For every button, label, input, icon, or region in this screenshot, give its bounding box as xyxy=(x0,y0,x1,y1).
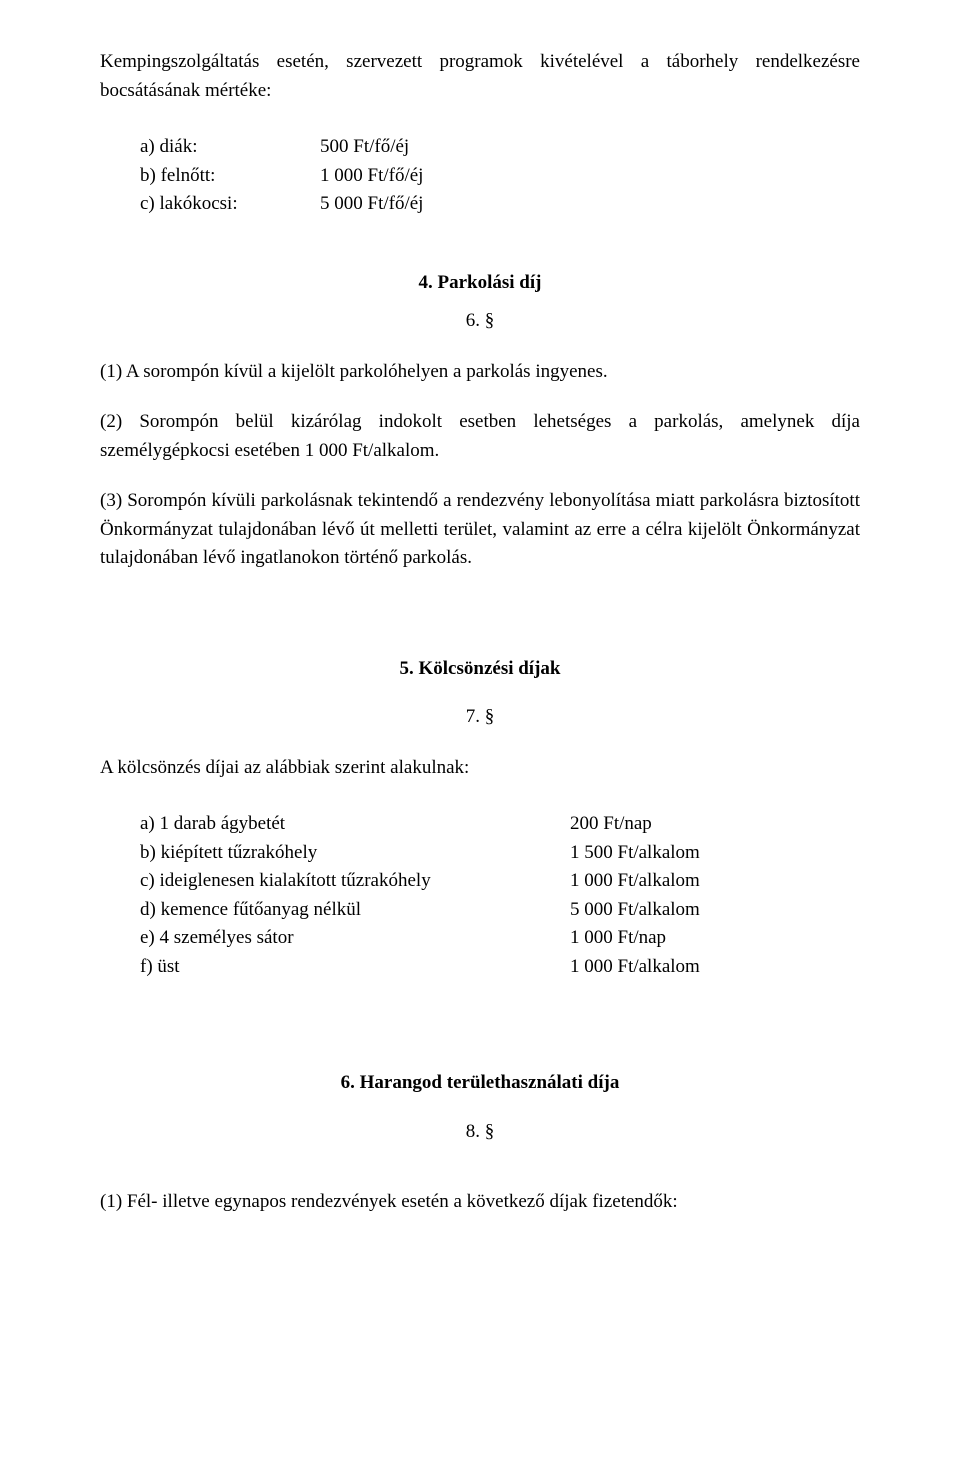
section-6-title: 6. Harangod területhasználati díja xyxy=(100,1069,860,1098)
rental-value: 1 500 Ft/alkalom xyxy=(570,839,860,868)
section-4-para-3: (3) Sorompón kívüli parkolásnak tekinten… xyxy=(100,487,860,573)
rental-row: f) üst 1 000 Ft/alkalom xyxy=(100,953,860,982)
section-4-para-2: (2) Sorompón belül kizárólag indokolt es… xyxy=(100,408,860,465)
section-5-lead: A kölcsönzés díjai az alábbiak szerint a… xyxy=(100,754,860,783)
rental-row: b) kiépített tűzrakóhely 1 500 Ft/alkalo… xyxy=(100,839,860,868)
tariff-label: c) lakókocsi: xyxy=(100,190,320,219)
tariff-label: b) felnőtt: xyxy=(100,162,320,191)
rental-value: 1 000 Ft/alkalom xyxy=(570,867,860,896)
section-6-num: 8. § xyxy=(100,1118,860,1147)
section-4-num: 6. § xyxy=(100,307,860,336)
rental-value: 1 000 Ft/alkalom xyxy=(570,953,860,982)
document-page: Kempingszolgáltatás esetén, szervezett p… xyxy=(0,0,960,1473)
tariff-value: 5 000 Ft/fő/éj xyxy=(320,190,860,219)
section-6-para-1: (1) Fél- illetve egynapos rendezvények e… xyxy=(100,1188,860,1217)
rental-label: c) ideiglenesen kialakított tűzrakóhely xyxy=(100,867,570,896)
section-5-title: 5. Kölcsönzési díjak xyxy=(100,655,860,684)
rental-row: c) ideiglenesen kialakított tűzrakóhely … xyxy=(100,867,860,896)
rental-label: a) 1 darab ágybetét xyxy=(100,810,570,839)
rental-value: 5 000 Ft/alkalom xyxy=(570,896,860,925)
tariff-label: a) diák: xyxy=(100,133,320,162)
section-5-num: 7. § xyxy=(100,703,860,732)
rental-label: e) 4 személyes sátor xyxy=(100,924,570,953)
section-4-title: 4. Parkolási díj xyxy=(100,269,860,298)
intro-paragraph: Kempingszolgáltatás esetén, szervezett p… xyxy=(100,48,860,105)
tariff-value: 1 000 Ft/fő/éj xyxy=(320,162,860,191)
rental-row: d) kemence fűtőanyag nélkül 5 000 Ft/alk… xyxy=(100,896,860,925)
rental-label: f) üst xyxy=(100,953,570,982)
rental-label: b) kiépített tűzrakóhely xyxy=(100,839,570,868)
tariff-row: a) diák: 500 Ft/fő/éj xyxy=(100,133,860,162)
rental-value: 200 Ft/nap xyxy=(570,810,860,839)
rental-row: e) 4 személyes sátor 1 000 Ft/nap xyxy=(100,924,860,953)
section-4-para-1: (1) A sorompón kívül a kijelölt parkolóh… xyxy=(100,358,860,387)
rental-label: d) kemence fűtőanyag nélkül xyxy=(100,896,570,925)
rental-row: a) 1 darab ágybetét 200 Ft/nap xyxy=(100,810,860,839)
camping-tariff-list: a) diák: 500 Ft/fő/éj b) felnőtt: 1 000 … xyxy=(100,133,860,219)
rental-price-list: a) 1 darab ágybetét 200 Ft/nap b) kiépít… xyxy=(100,810,860,981)
rental-value: 1 000 Ft/nap xyxy=(570,924,860,953)
tariff-value: 500 Ft/fő/éj xyxy=(320,133,860,162)
tariff-row: c) lakókocsi: 5 000 Ft/fő/éj xyxy=(100,190,860,219)
tariff-row: b) felnőtt: 1 000 Ft/fő/éj xyxy=(100,162,860,191)
